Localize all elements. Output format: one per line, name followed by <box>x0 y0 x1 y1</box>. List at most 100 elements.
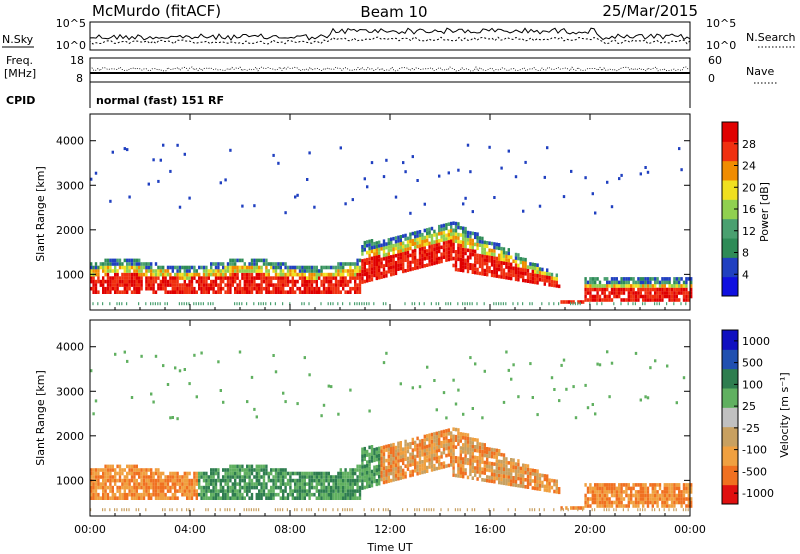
data-cell <box>214 485 218 490</box>
data-cell <box>512 479 515 484</box>
data-cell <box>363 272 366 277</box>
data-cell <box>404 170 407 174</box>
data-cell <box>298 475 302 479</box>
data-cell <box>284 262 287 266</box>
data-cell <box>457 239 460 244</box>
data-cell <box>190 276 194 280</box>
data-cell <box>195 475 198 479</box>
data-cell <box>162 272 165 277</box>
data-cell <box>685 294 688 299</box>
data-cell <box>433 456 436 461</box>
data-cell <box>157 478 160 483</box>
data-cell <box>409 246 412 251</box>
data-cell <box>190 286 194 291</box>
data-cell <box>498 243 501 247</box>
data-cell <box>92 286 95 291</box>
data-cell <box>594 497 597 501</box>
data-cell <box>478 456 482 460</box>
data-cell <box>164 279 167 284</box>
data-cell <box>507 262 510 266</box>
data-cell <box>258 269 261 273</box>
data-cell <box>238 283 242 287</box>
data-cell <box>373 479 376 484</box>
data-cell <box>212 489 215 493</box>
data-cell <box>486 468 489 472</box>
data-cell <box>380 463 383 468</box>
data-cell <box>462 460 465 465</box>
data-cell <box>102 283 105 287</box>
data-cell <box>219 508 221 512</box>
data-cell <box>310 478 314 483</box>
data-cell <box>322 276 326 280</box>
data-cell <box>562 195 566 199</box>
data-cell <box>265 302 267 306</box>
data-cell <box>430 464 434 469</box>
data-cell <box>133 464 136 469</box>
data-cell <box>118 468 122 472</box>
data-cell <box>543 508 545 512</box>
data-cell <box>308 151 311 155</box>
data-cell <box>440 224 443 228</box>
data-cell <box>454 438 458 442</box>
data-cell <box>217 269 220 273</box>
data-cell <box>476 470 479 474</box>
data-cell <box>387 472 390 476</box>
data-cell <box>138 485 141 490</box>
data-cell <box>282 492 285 497</box>
data-cell <box>462 240 465 245</box>
data-cell <box>435 250 438 254</box>
data-cell <box>270 489 273 493</box>
data-cell <box>313 276 316 280</box>
data-cell <box>368 445 371 450</box>
data-cell <box>406 268 410 272</box>
data-cell <box>361 248 364 253</box>
data-cell <box>356 496 359 500</box>
data-cell <box>411 437 414 442</box>
data-cell <box>411 253 414 257</box>
data-cell <box>678 497 681 501</box>
data-cell <box>171 279 174 284</box>
data-cell <box>639 277 642 281</box>
data-cell <box>685 490 688 494</box>
data-cell <box>428 454 431 459</box>
noise-tick-right-bottom: 10^0 <box>706 39 736 52</box>
data-cell <box>450 463 453 467</box>
data-cell <box>649 483 652 487</box>
data-cell <box>414 266 417 271</box>
data-cell <box>495 448 498 453</box>
data-cell <box>430 244 434 249</box>
data-cell <box>382 249 386 254</box>
data-cell <box>469 252 472 256</box>
data-cell <box>301 489 304 493</box>
power-ylabel: Slant Range [km] <box>34 166 47 262</box>
data-cell <box>421 453 424 457</box>
data-cell <box>404 258 407 262</box>
data-cell <box>606 500 609 505</box>
data-cell <box>320 283 323 287</box>
data-cell <box>222 262 225 266</box>
data-cell <box>464 468 467 472</box>
data-cell <box>591 403 594 406</box>
data-cell <box>495 302 497 306</box>
data-cell <box>646 486 650 491</box>
data-cell <box>687 490 690 494</box>
data-cell <box>596 362 599 366</box>
data-cell <box>361 465 364 469</box>
data-cell <box>606 490 609 494</box>
data-cell <box>162 485 165 490</box>
data-cell <box>306 508 308 512</box>
data-cell <box>402 161 405 165</box>
data-cell <box>94 265 98 270</box>
data-cell <box>195 269 198 273</box>
data-cell <box>142 265 146 270</box>
data-cell <box>344 202 347 206</box>
data-cell <box>418 247 422 252</box>
data-cell <box>195 279 198 284</box>
data-cell <box>639 294 642 299</box>
data-cell <box>363 475 366 479</box>
data-cell <box>421 247 424 251</box>
data-cell <box>634 280 638 285</box>
data-cell <box>464 461 467 465</box>
data-cell <box>632 277 635 281</box>
